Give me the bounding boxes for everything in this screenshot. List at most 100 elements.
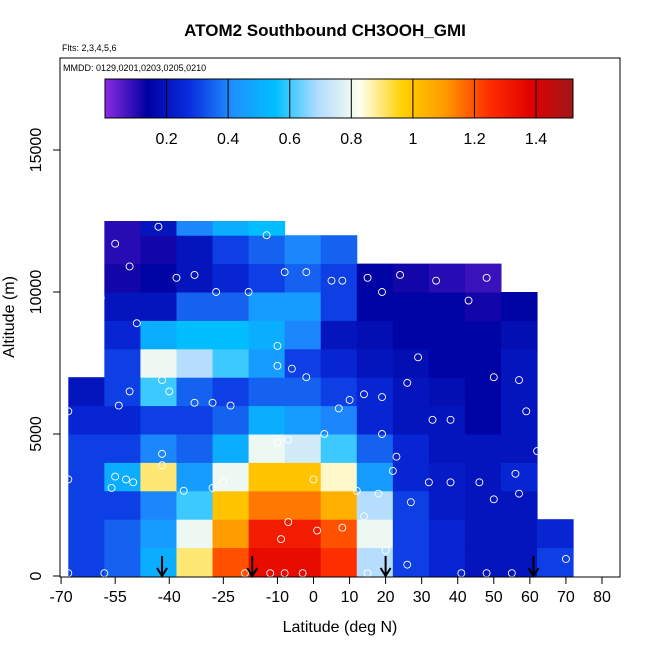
- sample-point: [284, 435, 293, 444]
- sample-point: [320, 430, 329, 438]
- sample-point: [96, 293, 105, 302]
- heatmap-cell: [501, 377, 538, 407]
- heatmap-cell: [212, 320, 250, 350]
- heatmap-cell: [68, 434, 105, 463]
- heatmap-cell: [284, 434, 322, 463]
- sample-point: [561, 555, 570, 563]
- heatmap-cell: [248, 377, 286, 407]
- heatmap-cell: [320, 547, 358, 577]
- heatmap-cell: [428, 263, 466, 293]
- x-tick-label: -40: [158, 589, 181, 606]
- heatmap-cell: [464, 405, 502, 435]
- heatmap-cell: [212, 235, 250, 265]
- sample-point: [489, 373, 498, 382]
- heatmap-cell: [140, 405, 177, 435]
- x-tick-label: -70: [50, 589, 73, 606]
- sample-point: [378, 288, 386, 296]
- flight-marker: [379, 556, 392, 578]
- heatmap-cell: [320, 434, 358, 463]
- heatmap-cell: [320, 235, 358, 265]
- sample-point: [114, 401, 123, 410]
- y-tick-label: 0: [28, 571, 45, 580]
- heatmap-cell: [212, 519, 250, 549]
- heatmap-cell: [501, 462, 538, 492]
- heatmap-cell: [248, 235, 286, 265]
- sample-point: [132, 319, 141, 328]
- x-tick-label: 40: [449, 589, 467, 606]
- heatmap-cell: [140, 434, 177, 463]
- sample-point: [345, 395, 354, 404]
- sample-point: [360, 512, 368, 521]
- heatmap-cell: [212, 490, 250, 520]
- heatmap-cell: [464, 320, 502, 350]
- heatmap-cell: [320, 348, 358, 378]
- sample-point: [190, 398, 199, 407]
- heatmap-cell: [464, 292, 502, 321]
- heatmap-cell: [537, 519, 574, 549]
- heatmap-cell: [140, 519, 177, 549]
- heatmap-cell: [392, 434, 430, 463]
- y-tick-label: 10000: [28, 270, 45, 315]
- colorbar-tick-label: 0.8: [340, 131, 362, 148]
- sample-point: [309, 475, 318, 484]
- heatmap-cell: [501, 292, 538, 321]
- heatmap-cell: [212, 263, 250, 293]
- sample-point: [522, 407, 531, 416]
- heatmap-cell: [68, 547, 105, 577]
- sample-point: [406, 498, 415, 507]
- heatmap-cell: [356, 263, 394, 293]
- heatmap-cell: [248, 320, 286, 350]
- sample-point: [129, 478, 138, 487]
- heatmap-cell: [212, 434, 250, 463]
- sample-point: [446, 478, 455, 487]
- colorbar-tick-label: 0.2: [155, 131, 177, 148]
- colorbar-tick-label: 0.6: [279, 131, 301, 148]
- heatmap-cell: [212, 348, 250, 378]
- heatmap-cell: [320, 292, 358, 321]
- sample-point: [327, 276, 336, 285]
- heatmap-cell: [68, 377, 105, 407]
- heatmap: [68, 221, 574, 577]
- heatmap-cell: [356, 377, 394, 407]
- heatmap-cell: [356, 320, 394, 350]
- sample-point: [125, 262, 134, 271]
- heatmap-cell: [284, 405, 322, 435]
- heatmap-cell: [284, 547, 322, 577]
- heatmap-cell: [428, 462, 466, 492]
- x-tick-label: -25: [212, 589, 235, 606]
- heatmap-cell: [284, 462, 322, 492]
- heatmap-cell: [248, 405, 286, 435]
- sample-point: [172, 273, 181, 282]
- colorbar-tick-label: 1.2: [463, 131, 485, 148]
- sample-point: [313, 526, 322, 535]
- heatmap-cell: [176, 348, 214, 378]
- heatmap-cell: [392, 519, 430, 549]
- heatmap-cell: [212, 221, 250, 236]
- heatmap-cell: [104, 263, 141, 293]
- heatmap-cell: [428, 348, 466, 378]
- heatmap-cell: [212, 377, 250, 407]
- heatmap-cell: [284, 348, 322, 378]
- heatmap-cell: [176, 405, 214, 435]
- sample-point: [64, 475, 73, 484]
- heatmap-cell: [356, 462, 394, 492]
- heatmap-cell: [104, 547, 141, 577]
- heatmap-cell: [104, 519, 141, 549]
- sample-point: [273, 342, 282, 350]
- heatmap-cell: [464, 519, 502, 549]
- heatmap-cell: [392, 377, 430, 407]
- heatmap-cell: [501, 320, 538, 350]
- heatmap-cell: [356, 292, 394, 321]
- sample-point: [277, 535, 285, 544]
- x-tick-label: 10: [341, 589, 359, 606]
- sample-point: [432, 276, 441, 285]
- heatmap-cell: [68, 490, 105, 520]
- heatmap-cell: [104, 490, 141, 520]
- sample-point: [154, 222, 163, 231]
- sample-point: [158, 461, 166, 470]
- heatmap-cell: [248, 434, 286, 463]
- x-tick-label: 70: [557, 589, 575, 606]
- sample-point: [179, 486, 188, 495]
- heatmap-cell: [176, 320, 214, 350]
